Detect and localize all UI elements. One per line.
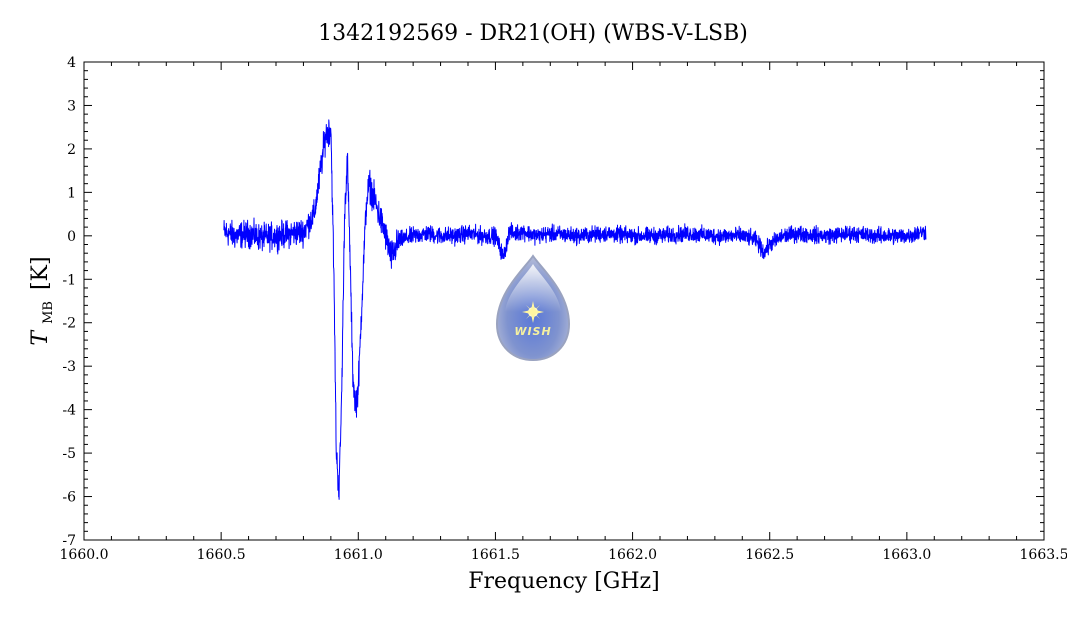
y-axis-label: T MB [K] — [28, 256, 58, 345]
y-tick-label: 4 — [67, 55, 76, 71]
series-layer — [223, 119, 927, 500]
star-icon — [522, 301, 544, 323]
y-tick-label: 1 — [67, 185, 76, 201]
x-tick-label: 1662.5 — [745, 547, 794, 563]
chart-title: 1342192569 - DR21(OH) (WBS-V-LSB) — [318, 21, 748, 46]
y-tick-label: -5 — [62, 446, 76, 462]
x-tick-label: 1660.0 — [60, 547, 109, 563]
y-tick-label: -7 — [62, 533, 76, 549]
x-axis: 1660.0 1660.5 1661.0 1661.5 1662.0 1662.5 1663… — [60, 62, 1067, 563]
y-axis: 4 3 2 1 0 -1 -2 -3 -4 -5 -6 -7 — [62, 55, 1044, 549]
y-label-sub: MB — [41, 301, 56, 324]
x-tick-label: 1661.5 — [471, 547, 520, 563]
x-tick-label: 1663.5 — [1020, 547, 1067, 563]
logo-text: WISH — [514, 325, 551, 338]
y-tick-label: 2 — [67, 142, 76, 158]
x-tick-label: 1661.0 — [334, 547, 383, 563]
drop-highlight — [505, 264, 561, 312]
y-tick-label: 3 — [67, 98, 76, 114]
y-tick-label: -2 — [62, 316, 76, 332]
y-label-main: T — [28, 329, 53, 346]
svg-text:T MB [K]: T MB [K] — [28, 256, 58, 345]
x-axis-label: Frequency [GHz] — [468, 569, 660, 594]
x-tick-label: 1663.0 — [882, 547, 931, 563]
y-tick-label: -3 — [62, 359, 76, 375]
y-tick-label: 0 — [67, 229, 76, 245]
x-tick-label: 1662.0 — [608, 547, 657, 563]
series-line — [223, 119, 927, 500]
y-label-unit: [K] — [28, 256, 53, 290]
x-tick-label: 1660.5 — [197, 547, 246, 563]
plot-frame — [83, 61, 1045, 541]
wish-logo: WISH — [495, 254, 571, 362]
y-tick-label: -6 — [62, 490, 76, 506]
y-tick-label: -4 — [62, 403, 76, 419]
y-tick-label: -1 — [62, 272, 76, 288]
